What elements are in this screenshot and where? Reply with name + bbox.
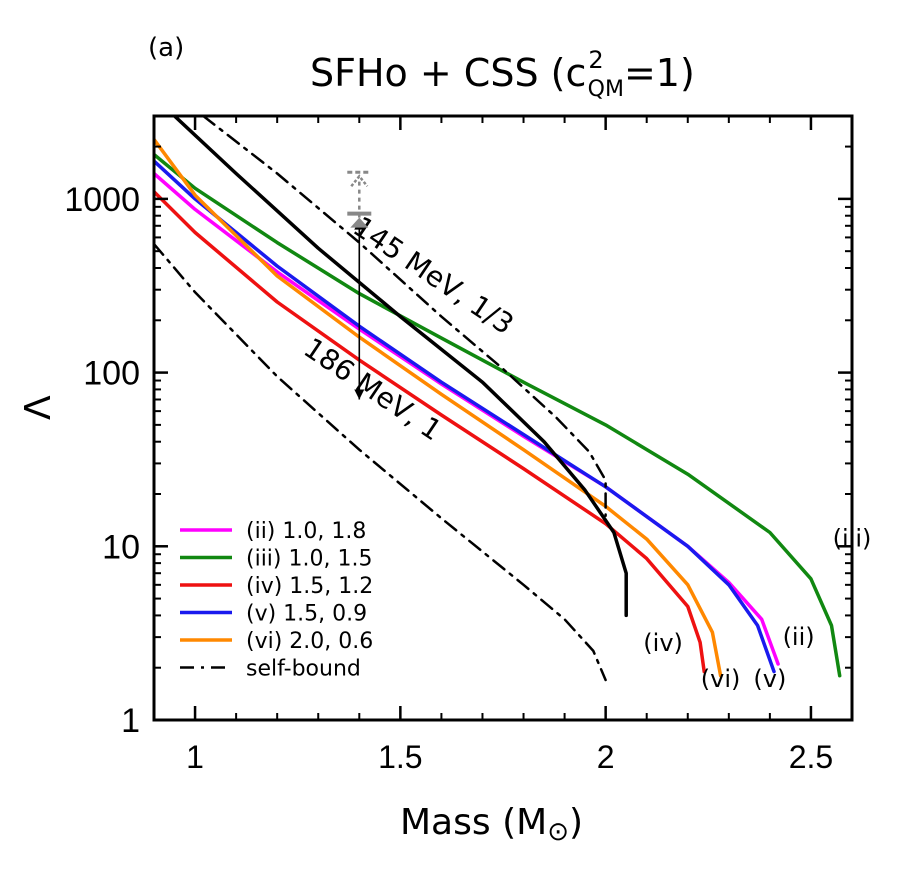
y-axis-title: Λ xyxy=(18,395,59,420)
y-tick-label: 1000 xyxy=(64,181,140,219)
legend: (ii) 1.0, 1.8 (iii) 1.0, 1.5(iv) 1.5, 1.2… xyxy=(180,519,373,682)
series-selfbound2-line xyxy=(202,116,607,517)
title-end: =1) xyxy=(624,51,695,95)
series-iv-line xyxy=(154,189,706,674)
axis-ticks: 1 1.5 2 2.5 1 10 100 1000 xyxy=(64,115,852,775)
series-vi-line xyxy=(154,137,723,678)
curves-group xyxy=(154,116,842,682)
curve-label-vi: (vi) xyxy=(701,665,741,693)
gray-arrow-solid xyxy=(350,217,369,228)
x-tick-label: 1 xyxy=(186,739,204,775)
series-sfho-line xyxy=(172,116,628,618)
x-axis-title-end: ) xyxy=(569,802,583,843)
x-axis-title: Mass (M⊙) xyxy=(400,802,583,847)
curve-label-iv: (iv) xyxy=(643,629,683,657)
legend-label-vi: (vi) 2.0, 0.6 xyxy=(246,629,373,654)
series-iii-line xyxy=(154,152,842,678)
series-v-line xyxy=(154,159,776,674)
title-sup: 2 xyxy=(588,46,603,74)
plot-frame xyxy=(152,114,854,722)
annotation-upper-selfbound: 145 MeV, 1/3 xyxy=(347,210,519,341)
y-tick-label: 10 xyxy=(102,528,140,566)
legend-label-iv: (iv) 1.5, 1.2 xyxy=(246,574,373,599)
arrow-head-down xyxy=(354,389,365,400)
curve-label-ii: (ii) xyxy=(783,623,815,651)
y-tick-label: 1 xyxy=(121,702,140,740)
series-selfbound-line xyxy=(154,242,607,682)
title-main: SFHo + CSS (c xyxy=(310,51,586,95)
x-tick-label: 2.5 xyxy=(789,739,833,775)
title-sub: QM xyxy=(588,77,624,102)
legend-label-iii: (iii) 1.0, 1.5 xyxy=(246,547,372,572)
curve-label-v: (v) xyxy=(753,665,786,693)
y-tick-label: 100 xyxy=(83,355,140,393)
panel-label: (a) xyxy=(148,33,184,63)
svg-text:Mass (M⊙): Mass (M⊙) xyxy=(400,802,583,847)
legend-label-v: (v) 1.5, 0.9 xyxy=(246,602,367,627)
x-tick-label: 2 xyxy=(597,739,615,775)
legend-label-ii: (ii) 1.0, 1.8 xyxy=(246,519,366,544)
chart-title: SFHo + CSS (c2 QM=1) xyxy=(310,46,695,102)
legend-label-selfbound: self-bound xyxy=(246,657,361,682)
gray-arrow-dashed xyxy=(350,174,369,188)
x-tick-label: 1.5 xyxy=(378,739,422,775)
x-axis-sun-symbol: ⊙ xyxy=(547,817,569,847)
mass-1-4-arrow xyxy=(347,170,372,400)
x-axis-title-main: Mass (M xyxy=(400,802,547,843)
